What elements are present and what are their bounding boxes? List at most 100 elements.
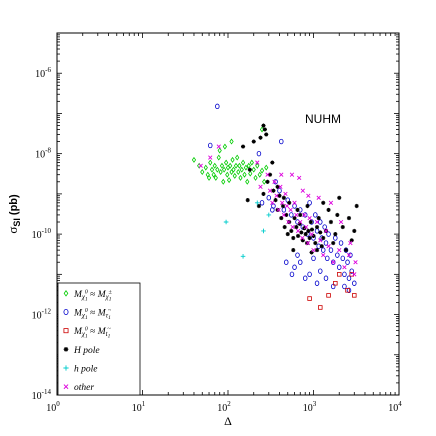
data-point — [307, 235, 312, 241]
data-point — [345, 288, 350, 293]
legend-marker — [63, 328, 69, 334]
data-point — [318, 230, 323, 235]
data-point — [307, 296, 312, 301]
data-point — [323, 240, 329, 246]
legend-label: Mχ10 ≈ Mτ1~ — [73, 308, 112, 321]
data-point — [287, 200, 292, 205]
data-point — [291, 248, 296, 253]
data-point — [229, 138, 234, 145]
data-point — [261, 191, 266, 196]
x-tick-label: 104 — [388, 400, 402, 414]
data-point — [309, 227, 315, 232]
data-point — [323, 228, 329, 234]
data-point — [328, 219, 334, 225]
data-point — [298, 259, 303, 265]
data-point — [233, 162, 239, 169]
data-point — [264, 132, 269, 137]
data-point — [255, 160, 260, 165]
data-point — [313, 240, 318, 246]
data-point — [225, 171, 230, 178]
data-point — [288, 207, 293, 213]
data-point — [272, 179, 277, 184]
series-4 — [223, 200, 272, 259]
data-point — [304, 240, 310, 246]
y-axis-label: σSI (pb) — [5, 194, 22, 234]
data-point — [318, 219, 323, 225]
data-point — [281, 195, 286, 200]
data-point — [348, 240, 353, 246]
data-point — [289, 212, 294, 218]
y-tick-label: 10-14 — [32, 388, 52, 402]
data-point — [300, 188, 305, 193]
data-point — [274, 193, 279, 198]
data-point — [255, 162, 260, 169]
data-point — [323, 275, 329, 281]
data-point — [330, 259, 336, 265]
data-point — [256, 150, 262, 157]
data-point — [223, 159, 229, 166]
data-point — [331, 260, 336, 265]
data-point — [296, 233, 301, 239]
data-point — [309, 250, 314, 255]
data-point — [338, 219, 344, 225]
data-point — [314, 224, 320, 230]
data-point — [267, 172, 273, 177]
data-point — [198, 163, 203, 168]
data-point — [270, 160, 275, 165]
data-point — [298, 212, 303, 217]
data-point — [298, 219, 303, 225]
data-point — [262, 178, 267, 185]
data-point — [265, 172, 270, 177]
data-point — [303, 232, 308, 237]
legend-marker — [63, 384, 69, 390]
data-point — [346, 287, 352, 294]
data-point — [285, 232, 290, 237]
data-point — [242, 171, 247, 178]
data-point — [230, 156, 235, 163]
data-point — [284, 259, 289, 265]
data-point — [297, 221, 302, 226]
data-point — [316, 216, 321, 221]
data-point — [321, 247, 326, 253]
data-point — [240, 254, 246, 259]
data-point — [215, 103, 220, 110]
data-point — [284, 203, 290, 209]
data-point — [265, 179, 270, 184]
data-point — [346, 252, 352, 258]
data-point — [277, 188, 282, 194]
data-point — [208, 159, 213, 166]
data-point — [245, 198, 250, 203]
series-2 — [307, 272, 357, 310]
data-point — [267, 188, 273, 193]
legend-label: other — [74, 383, 94, 393]
series-0 — [191, 126, 269, 185]
data-point — [326, 244, 331, 249]
data-point — [213, 174, 218, 181]
data-point — [307, 200, 312, 206]
data-point — [295, 252, 300, 258]
data-point — [221, 166, 227, 173]
data-point — [270, 207, 275, 213]
data-point — [292, 216, 297, 221]
data-point — [261, 123, 266, 128]
data-point — [290, 224, 295, 230]
data-point — [251, 139, 256, 144]
data-point — [226, 177, 232, 184]
data-point — [352, 280, 357, 286]
data-point — [295, 207, 300, 212]
data-point — [335, 212, 340, 217]
data-point — [248, 170, 253, 177]
data-point — [297, 175, 302, 181]
y-tick-label: 10-6 — [35, 66, 51, 80]
data-point — [206, 174, 212, 181]
data-point — [245, 178, 250, 185]
data-point — [311, 233, 316, 239]
data-point — [311, 255, 316, 262]
data-point — [216, 144, 221, 149]
data-point — [335, 252, 340, 258]
data-point — [253, 174, 258, 181]
data-point — [313, 212, 318, 218]
data-point — [259, 167, 265, 174]
data-point — [279, 138, 284, 145]
